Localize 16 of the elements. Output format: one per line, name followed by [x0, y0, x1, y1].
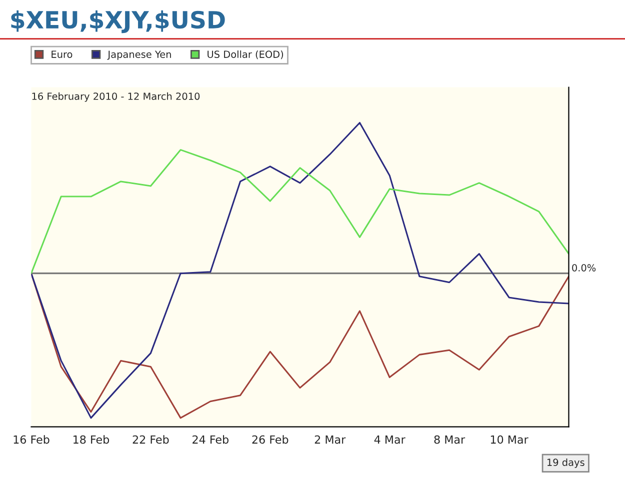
x-tick-label: 8 Mar — [434, 435, 466, 444]
chart-title: $XEU,$XJY,$USD — [11, 10, 225, 34]
ref-line-label: 0.0% — [572, 264, 596, 272]
x-tick-label: 16 Feb — [14, 435, 50, 444]
text: 19 days — [547, 458, 584, 468]
x-tick-label: 26 Feb — [252, 435, 288, 444]
x-tick-label: 18 Feb — [74, 435, 110, 444]
legend-label: Japanese Yen — [107, 50, 171, 60]
x-tick-label: 24 Feb — [192, 435, 228, 444]
legend-label: US Dollar (EOD) — [208, 50, 284, 60]
x-tick-label: 2 Mar — [314, 435, 346, 444]
x-tick-label: 10 Mar — [490, 435, 528, 444]
x-tick-label: 4 Mar — [374, 435, 406, 444]
text: 16 February 2010 - 12 March 2010 — [32, 92, 200, 102]
legend-label: Euro — [52, 50, 72, 58]
x-tick-label: 22 Feb — [132, 435, 169, 444]
